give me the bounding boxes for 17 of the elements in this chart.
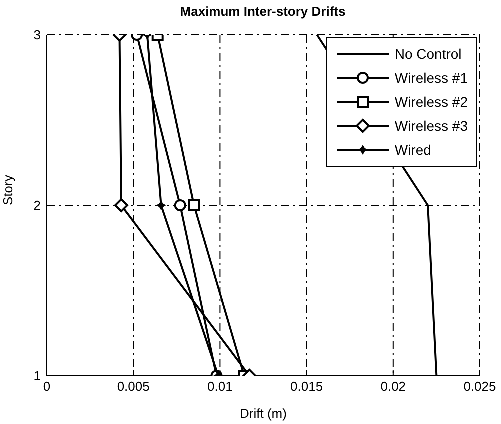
- legend-label: Wired: [394, 142, 432, 158]
- chart-title: Maximum Inter-story Drifts: [180, 4, 346, 19]
- legend-label: Wireless #2: [394, 94, 468, 110]
- x-tick-label: 0.02: [380, 379, 406, 394]
- x-tick-label: 0.015: [290, 379, 324, 394]
- legend-label: Wireless #3: [394, 118, 468, 134]
- y-tick-label: 3: [34, 28, 41, 43]
- y-tick-label: 2: [34, 198, 41, 214]
- legend-label: Wireless #1: [394, 70, 468, 86]
- x-tick-label: 0: [43, 379, 51, 394]
- y-tick-label: 1: [34, 368, 41, 384]
- legend-label: No Control: [394, 46, 462, 62]
- x-axis-title: Drift (m): [240, 406, 287, 421]
- x-tick-label: 0.01: [208, 379, 233, 394]
- y-axis-title: Story: [0, 174, 16, 206]
- x-tick-label: 0.005: [117, 379, 150, 394]
- x-tick-label: 0.025: [464, 379, 496, 394]
